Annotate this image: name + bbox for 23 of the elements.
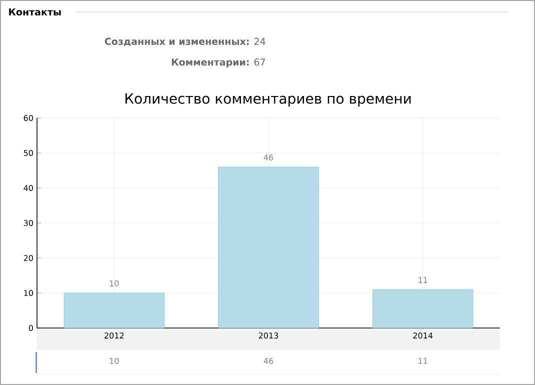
- x-tick-label: 2013: [258, 332, 278, 339]
- y-tick-label: 20: [24, 254, 33, 262]
- data-label: 11: [418, 358, 428, 364]
- y-tick-label: 40: [24, 184, 33, 192]
- annotation: 46: [264, 154, 274, 160]
- text: Комментарии: 67: [172, 58, 265, 68]
- text: Созданных и измененных: 24: [104, 38, 266, 46]
- data-label: 46: [264, 358, 274, 364]
- x-tick-label: 2014: [413, 332, 433, 339]
- annotation: 10: [110, 280, 119, 286]
- y-tick-label: 30: [24, 220, 33, 226]
- text: Контакты: [9, 8, 61, 16]
- data-label: 10: [110, 358, 119, 364]
- y-tick-label: 0: [28, 324, 33, 332]
- annotation: 11: [418, 277, 428, 283]
- y-tick-label: 10: [24, 290, 33, 296]
- x-tick-label: 2012: [104, 332, 124, 339]
- bar: [372, 289, 474, 328]
- chart-title: Количество комментариев по времени: [125, 93, 411, 107]
- y-tick-label: 50: [24, 150, 33, 156]
- y-tick-label: 60: [24, 114, 33, 122]
- bar: [64, 292, 165, 328]
- bar: [218, 166, 319, 328]
